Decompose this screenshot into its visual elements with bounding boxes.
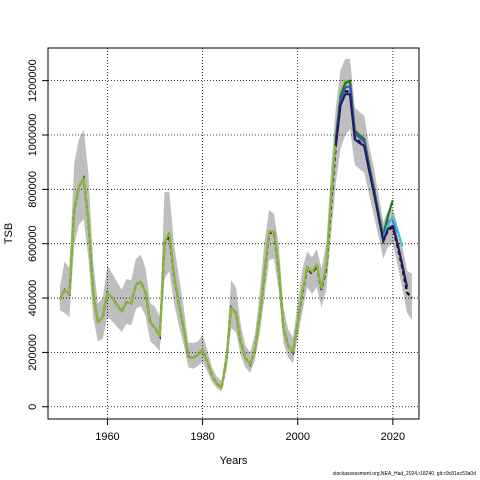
grid-layer (48, 48, 419, 419)
confidence-band (59, 58, 412, 392)
x-tick-label: 1980 (190, 431, 214, 443)
x-tick-label: 2000 (285, 431, 309, 443)
x-tick-label: 1960 (95, 431, 119, 443)
series-line-retro-1 (58, 79, 390, 389)
y-tick-label: 800000 (27, 171, 39, 208)
y-tick-label: 1000000 (27, 114, 39, 157)
footer-source-text: stockassessment.org,NEA_Had_2024,r18240,… (332, 471, 476, 477)
y-axis-label: TSB (3, 223, 15, 244)
y-tick-label: 600000 (27, 225, 39, 262)
axes-layer: 1960 1980 2000 2020 0 200000 400000 600000 80000… (27, 47, 420, 443)
x-tick-label: 2020 (381, 431, 405, 443)
y-tick-label: 400000 (27, 280, 39, 317)
series-line-retro-5 (334, 93, 409, 288)
y-tick-label: 1200000 (27, 59, 39, 102)
plot-frame (47, 47, 420, 420)
series-layer (58, 79, 413, 390)
x-axis-label: Years (220, 455, 248, 467)
y-tick-label: 200000 (27, 334, 39, 371)
y-tick-label: 0 (27, 404, 39, 410)
confidence-band-layer (59, 58, 412, 392)
